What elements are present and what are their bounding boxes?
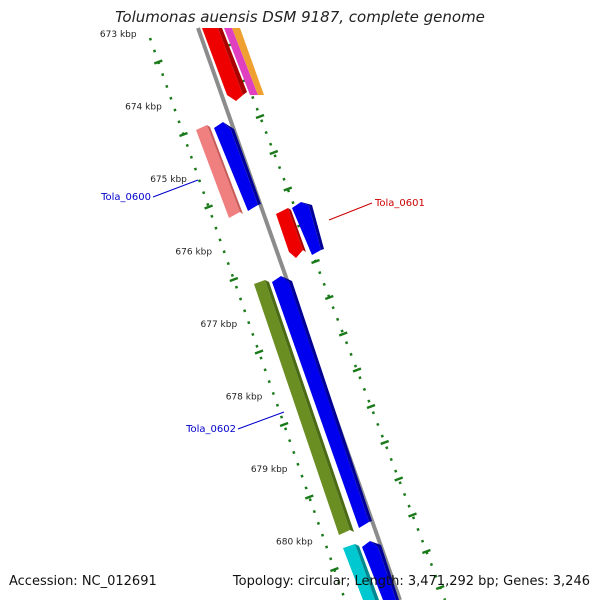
gene-top-magenta[interactable]: [224, 28, 258, 95]
gene-tola-0601-red[interactable]: [276, 208, 306, 258]
tick-mark-left: [279, 421, 289, 428]
tick-mark-left: [204, 204, 214, 210]
gene-label-tola-0601[interactable]: Tola_0601: [374, 198, 425, 209]
tick-label: 675 kbp: [150, 175, 187, 185]
gene-top-orange[interactable]: [232, 28, 264, 95]
map-title: Tolumonas auensis DSM 9187, complete gen…: [115, 8, 485, 26]
tick-mark-right: [283, 186, 293, 192]
tick-mark-right: [352, 367, 362, 373]
gene-top-red[interactable]: [202, 28, 247, 101]
tick-mark-left: [179, 131, 188, 138]
tick-mark-right: [269, 149, 279, 156]
gene-tola-0602[interactable]: [272, 276, 372, 528]
accession-text: Accession: NC_012691: [9, 574, 157, 589]
tick-label: 678 kbp: [226, 393, 263, 403]
tick-label: 673 kbp: [100, 30, 137, 40]
tick-label: 677 kbp: [201, 320, 238, 330]
tick-mark-right: [311, 258, 320, 265]
tick-label: 679 kbp: [251, 465, 288, 475]
gene-olive[interactable]: [254, 280, 354, 535]
tick-mark-right: [380, 439, 390, 446]
tick-mark-left: [254, 349, 264, 355]
gene-label-tola-0602[interactable]: Tola_0602: [185, 424, 236, 435]
genome-summary-text: Topology: circular; Length: 3,471,292 bp…: [232, 574, 590, 589]
tick-mark-right: [421, 548, 431, 555]
tick-mark-right: [408, 512, 417, 518]
tick-label: 680 kbp: [276, 538, 313, 548]
gene-tola-0600[interactable]: [214, 122, 261, 211]
tola-0601-leader: [328, 202, 373, 221]
tick-mark-right: [324, 294, 334, 301]
tick-mark-left: [229, 276, 239, 283]
gene-bottom-cyan[interactable]: [343, 544, 379, 600]
tick-mark-right: [394, 476, 404, 482]
gene-tola-0601-blue[interactable]: [292, 202, 324, 255]
tick-label: 674 kbp: [125, 103, 162, 113]
gene-label-tola-0600[interactable]: Tola_0600: [100, 192, 151, 203]
tick-mark-right: [366, 403, 376, 410]
tick-mark-left: [329, 566, 339, 573]
gene-bottom-blue[interactable]: [362, 541, 399, 600]
tola-0602-leader: [237, 411, 285, 430]
right-dotted-track: [228, 37, 447, 600]
tick-mark-right: [435, 584, 445, 591]
left-dotted-track: [148, 37, 347, 600]
tick-mark-left: [153, 59, 163, 65]
tick-label: 676 kbp: [175, 248, 212, 258]
tick-mark-right: [255, 113, 265, 120]
tick-mark-left: [304, 494, 314, 500]
gene-salmon[interactable]: [196, 125, 243, 218]
tick-mark-right: [338, 331, 348, 337]
tola-0600-leader: [152, 179, 199, 198]
